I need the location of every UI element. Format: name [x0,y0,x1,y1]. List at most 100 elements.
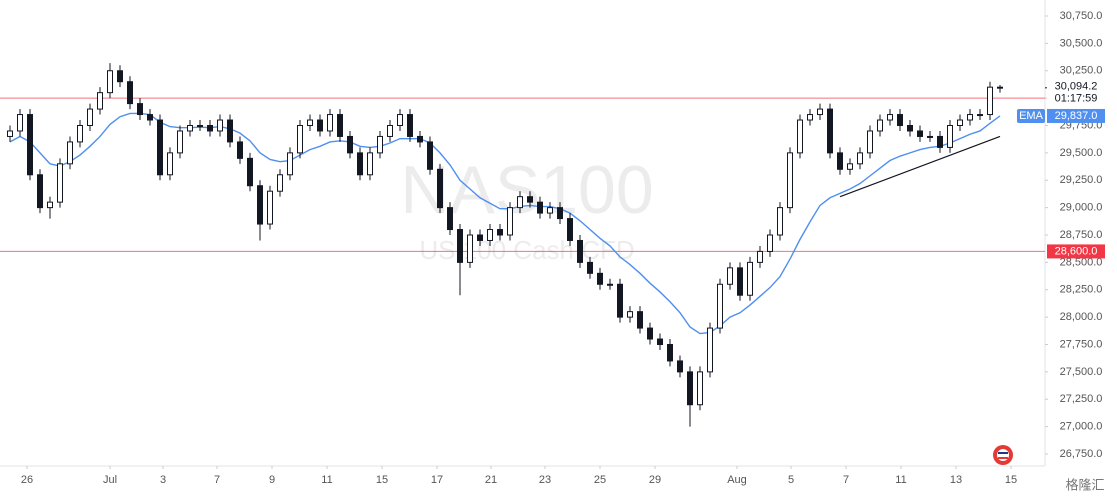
x-tick-label: 11 [321,474,332,486]
x-tick-label: 15 [1005,474,1017,486]
trendline [839,135,1001,198]
candle-body [487,229,493,241]
candle-body [437,168,443,209]
x-tick-label: 7 [214,474,220,486]
ema-line [9,112,1001,335]
candle-body [777,207,783,236]
last-price-label: 30,094.2 [1055,81,1098,93]
y-tick-label: 28,250.0 [1060,284,1103,296]
candle-body [87,108,93,126]
y-tick-label: 29,250.0 [1060,174,1103,186]
candle-body [677,360,683,373]
y-tick-label: 29,500.0 [1060,147,1103,159]
candle-body [717,283,723,329]
candle-body [267,190,273,225]
candle-body [847,163,853,170]
candle-body [917,130,923,137]
candle-body [447,207,453,231]
candle-body [727,267,733,285]
candle-body [407,114,413,137]
candle-body [67,141,73,165]
candle-body [237,141,243,159]
candle-body [157,119,163,176]
candle-body [297,125,303,154]
last-price-box [1047,79,1105,107]
x-tick-label: 29 [649,474,661,486]
candle-body [587,261,593,274]
y-tick-label: 26,750.0 [1060,448,1103,460]
candle-body [367,152,373,176]
candle-body [947,125,953,148]
candle-body [867,130,873,154]
candle-body [7,130,13,137]
candle-body [537,201,543,214]
candle-body [47,201,53,209]
candle-body [167,152,173,176]
candle-body [307,119,313,127]
candle-body [357,152,363,176]
x-tick-label: 17 [431,474,443,486]
logo: 格隆汇 [1065,477,1104,492]
candle-body [617,283,623,318]
candle-body [977,114,983,117]
candle-body [927,135,933,138]
candle-body [57,163,63,203]
candle-body [747,261,753,296]
y-tick-label: 28,500.0 [1060,256,1103,268]
candle-body [147,114,153,121]
candle-body [477,234,483,241]
level-label: 28,600.0 [1055,245,1098,257]
candle-body [107,70,113,94]
candle-body [987,86,993,116]
candle-body [507,207,513,236]
candle-body [937,135,943,148]
candle-body [767,234,773,252]
candle-body [597,272,603,285]
countdown-label: 01:17:59 [1055,93,1098,105]
ema-value-box [1047,108,1105,123]
candle-body [397,114,403,127]
ema-name-box [1017,108,1045,123]
candle-body [117,70,123,83]
candle-body [897,114,903,127]
candle-body [17,114,23,132]
candle-body [97,92,103,110]
candle-body [517,196,523,209]
candle-body [967,114,973,121]
candle-body [787,152,793,209]
candle-body [137,103,143,116]
candle-body [637,311,643,329]
candle-body [737,267,743,296]
candle-body [337,114,343,137]
candle-body [257,185,263,225]
candle-body [957,119,963,127]
candle-body [457,229,463,263]
candle-body [827,108,833,154]
x-tick-label: 9 [269,474,275,486]
candle-body [187,125,193,132]
x-tick-label: 15 [376,474,388,486]
flag-icon [993,445,1013,465]
candle-body [817,108,823,116]
candle-body [327,114,333,132]
candle-body [807,114,813,121]
candle-body [277,174,283,192]
candle-body [577,239,583,263]
candle-body [247,157,253,187]
y-tick-label: 30,250.0 [1060,65,1103,77]
y-tick-label: 28,750.0 [1060,229,1103,241]
candle-body [687,371,693,406]
x-tick-label: 26 [21,474,33,486]
level-label-box [1047,244,1105,259]
y-tick-label: 28,000.0 [1060,311,1103,323]
candle-body [657,338,663,345]
candle-body [697,371,703,406]
candle-body [497,229,503,236]
y-tick-label: 29,000.0 [1060,202,1103,214]
candle-body [347,135,353,154]
y-tick-label: 27,750.0 [1060,338,1103,350]
y-tick-label: 27,250.0 [1060,393,1103,405]
x-tick-label: 3 [160,474,166,486]
candle-body [997,86,1003,89]
y-tick-label: 27,500.0 [1060,366,1103,378]
